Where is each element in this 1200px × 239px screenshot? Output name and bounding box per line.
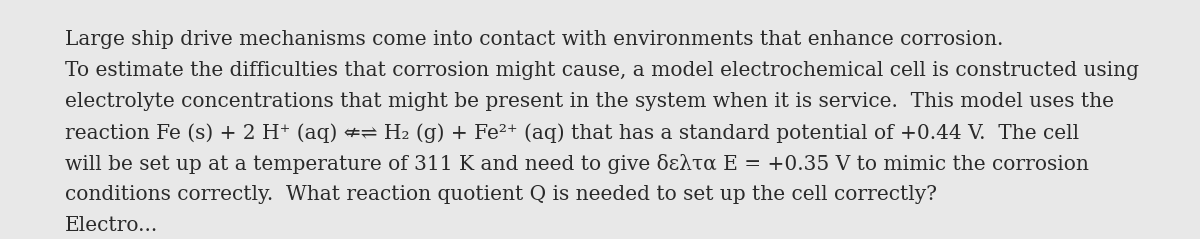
Text: will be set up at a temperature of 311 K and need to give δελτα E = +0.35 V to m: will be set up at a temperature of 311 K… bbox=[65, 154, 1088, 174]
Text: electrolyte concentrations that might be present in the system when it is servic: electrolyte concentrations that might be… bbox=[65, 92, 1114, 111]
Text: reaction Fe (s) + 2 H⁺ (aq) ⇍⇌ H₂ (g) + Fe²⁺ (aq) that has a standard potential : reaction Fe (s) + 2 H⁺ (aq) ⇍⇌ H₂ (g) + … bbox=[65, 123, 1079, 143]
Text: Large ship drive mechanisms come into contact with environments that enhance cor: Large ship drive mechanisms come into co… bbox=[65, 30, 1003, 49]
Text: To estimate the difficulties that corrosion might cause, a model electrochemical: To estimate the difficulties that corros… bbox=[65, 61, 1139, 80]
Text: Electro...: Electro... bbox=[65, 216, 158, 235]
Text: conditions correctly.  What reaction quotient Q is needed to set up the cell cor: conditions correctly. What reaction quot… bbox=[65, 185, 937, 204]
